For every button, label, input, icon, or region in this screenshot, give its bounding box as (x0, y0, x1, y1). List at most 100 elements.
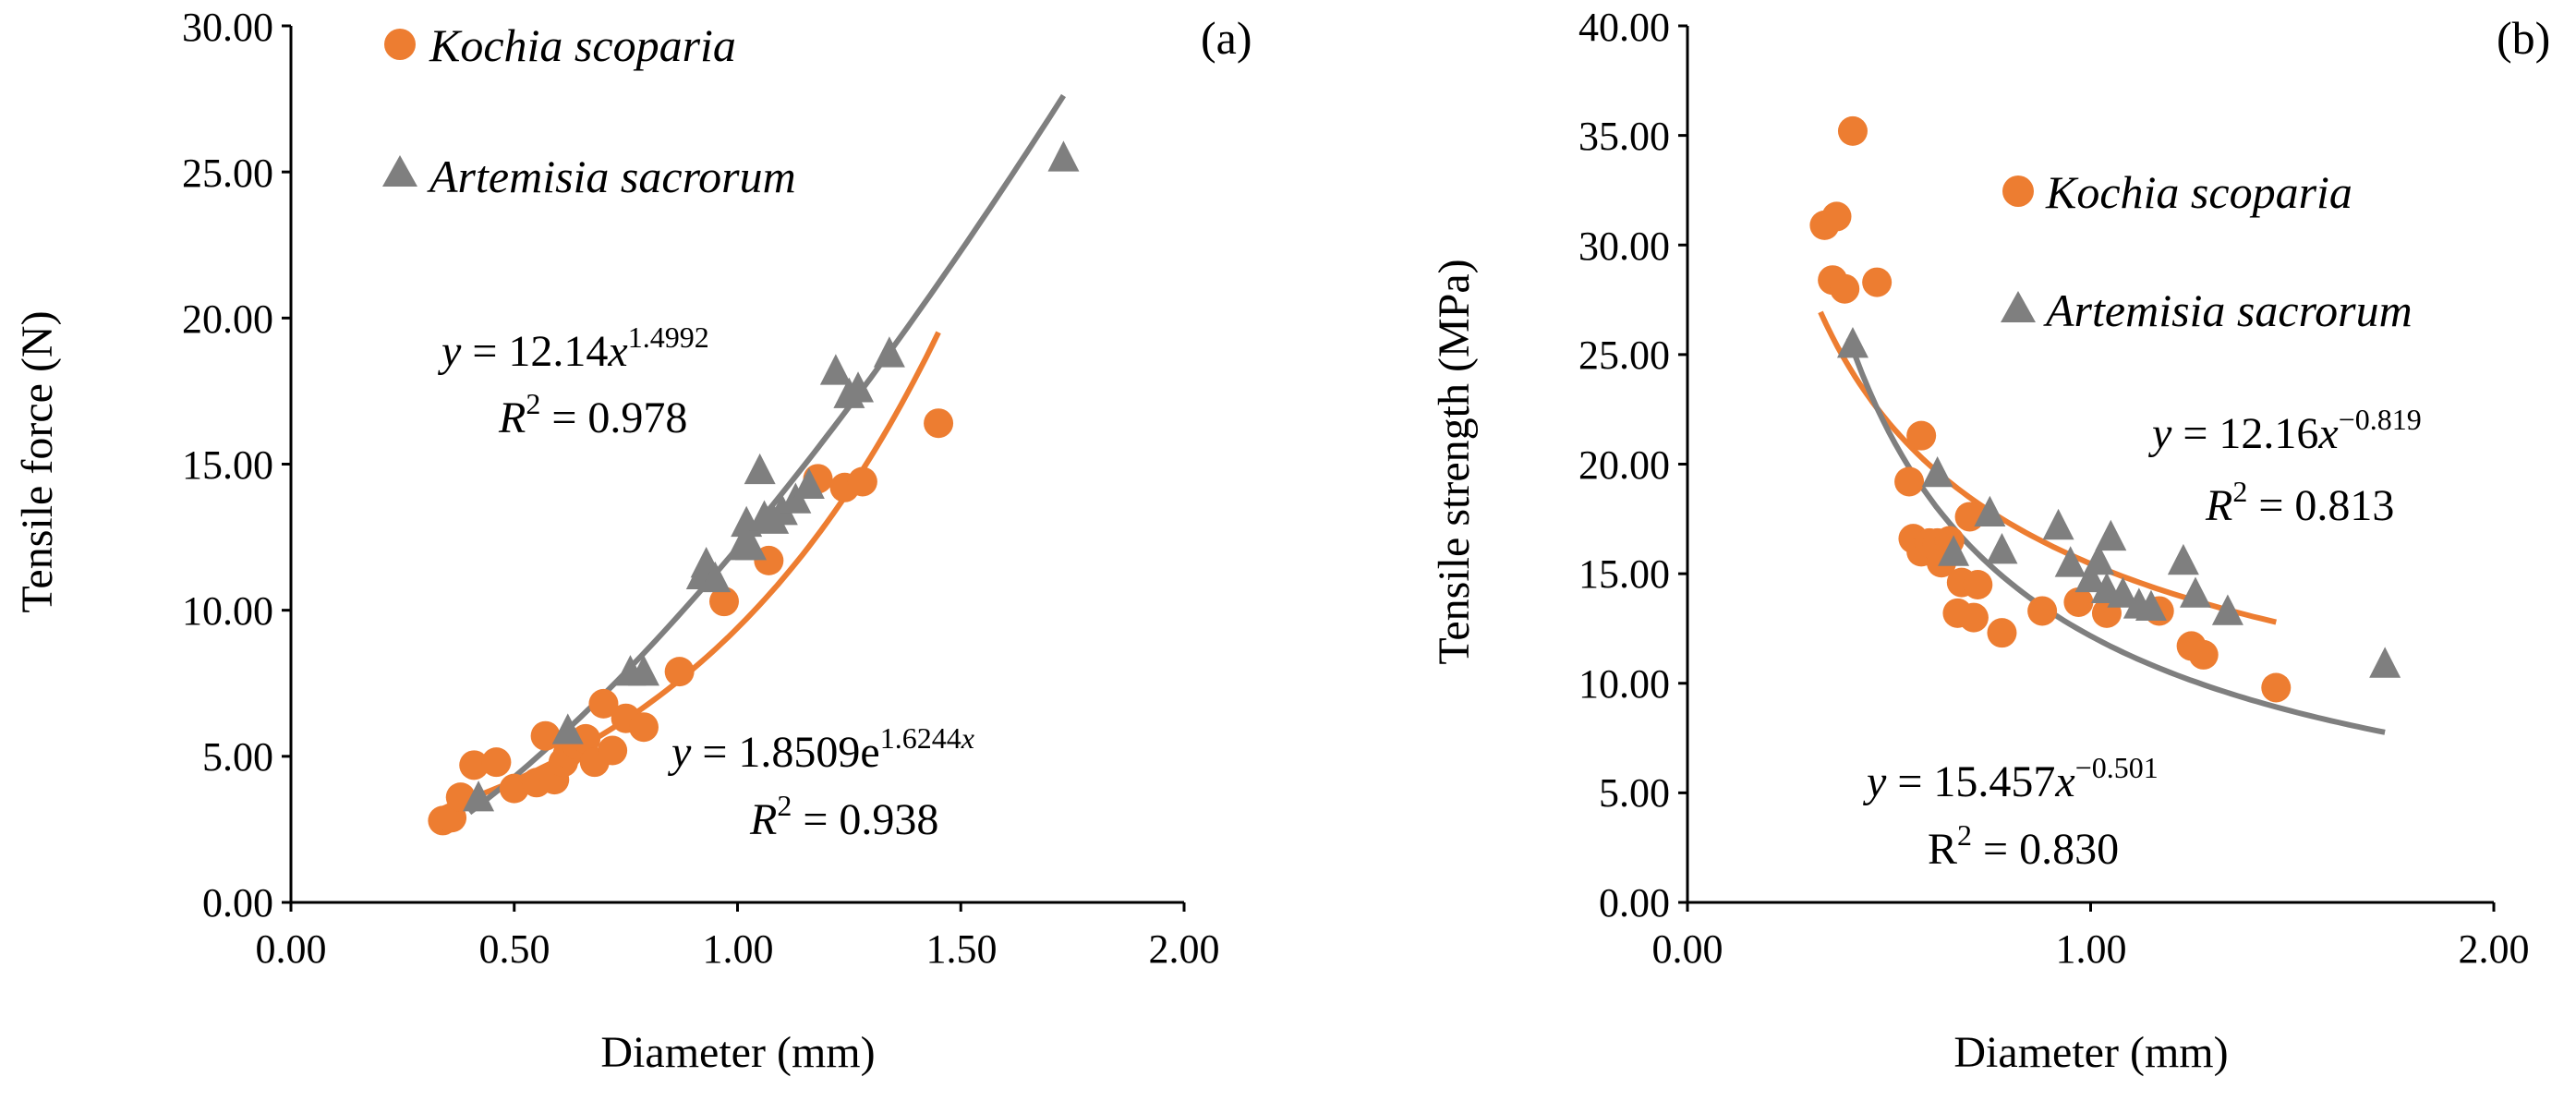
panel-b-x-tick-label: 2.00 (2459, 926, 2530, 972)
panel-b-y-axis-title: Tensile strength (MPa) (1430, 259, 1479, 664)
data-point-artemisia (2042, 508, 2074, 540)
eq-x-var: x (2317, 409, 2338, 458)
data-point-kochia (1906, 420, 1937, 451)
trendline-artemisia (1845, 336, 2386, 735)
data-point-kochia (924, 408, 954, 439)
panel-a-equation-artemisia: y = 12.14x1.4992 (437, 321, 709, 376)
r2-superscript: 2 (526, 387, 540, 420)
data-point-artemisia (1047, 140, 1080, 172)
data-point-kochia (598, 735, 628, 766)
data-point-artemisia (1836, 327, 1869, 358)
panel-a-legend: Kochia scoparia Artemisia sacrorum (382, 19, 796, 202)
panel-a-equation-kochia: y = 1.8509e1.6244x (667, 721, 974, 777)
data-point-kochia (1862, 267, 1893, 297)
eq-y-var: y (437, 327, 462, 376)
data-point-artemisia (735, 529, 768, 561)
legend-kochia-label: Kochia scoparia (2045, 166, 2352, 218)
panel-b-y-tick-label: 5.00 (1599, 770, 1670, 816)
panel-b-equation-kochia: y = 15.457x−0.501 (1862, 751, 2159, 806)
panel-b-y-tick-label: 0.00 (1599, 880, 1670, 926)
data-point-artemisia (2074, 561, 2107, 593)
panel-a-x-tick-label: 1.00 (703, 926, 774, 972)
data-point-kochia (1963, 569, 1993, 599)
r2-superscript: 2 (777, 789, 792, 822)
data-point-artemisia (551, 713, 584, 744)
data-point-kochia (1821, 201, 1852, 232)
data-point-artemisia (2167, 543, 2199, 575)
panel-b-r2-kochia: R2 = 0.830 (1928, 818, 2119, 874)
data-point-kochia (2063, 587, 2094, 617)
panel-a-y-tick-label: 10.00 (182, 588, 273, 634)
r2-value: = 0.813 (2247, 481, 2394, 530)
legend-kochia-label: Kochia scoparia (429, 19, 736, 71)
data-point-kochia (499, 773, 529, 804)
r2-label: R (749, 795, 777, 844)
data-point-artemisia (1974, 495, 2006, 526)
chart-panel-b: 0.00 5.00 10.00 15.00 20.00 25.00 30.00 … (1430, 5, 2550, 1077)
data-point-artemisia (744, 453, 776, 485)
chart-panel-a: 0.00 5.00 10.00 15.00 20.00 25.00 30.00 … (13, 5, 1252, 1077)
panel-a-x-tick-label: 2.00 (1149, 926, 1220, 972)
eq-y-var: y (1862, 757, 1887, 806)
data-point-artemisia (463, 780, 495, 812)
eq-coefficient: = 12.14 (461, 327, 608, 376)
data-point-artemisia (2054, 546, 2086, 577)
panel-a-x-tick-labels: 0.00 0.50 1.00 1.50 2.00 (256, 926, 1220, 972)
data-point-kochia (1837, 115, 1868, 146)
r2-value: = 0.938 (792, 795, 938, 844)
data-point-kochia (481, 747, 512, 778)
data-point-artemisia (2211, 594, 2243, 625)
data-point-kochia (2027, 596, 2058, 626)
data-point-artemisia (627, 655, 659, 686)
eq-coefficient: = 12.16 (2171, 409, 2318, 458)
data-point-artemisia (1921, 455, 1953, 488)
panel-a-label: (a) (1201, 12, 1252, 64)
eq-y-var: y (2147, 409, 2172, 458)
data-point-kochia (1958, 602, 1989, 633)
r2-label: R (1928, 825, 1957, 874)
eq-exponent: −0.501 (2075, 751, 2159, 784)
panel-a-tick-marks (282, 24, 1186, 912)
data-point-artemisia (842, 371, 875, 403)
panel-b-legend: Kochia scoparia Artemisia sacrorum (2001, 166, 2413, 336)
data-point-kochia (571, 723, 601, 754)
panel-b-y-tick-label: 40.00 (1578, 5, 1670, 50)
data-point-artemisia (1938, 535, 1970, 566)
r2-value: = 0.978 (540, 393, 687, 442)
panel-a-y-axis-title: Tensile force (N) (13, 310, 62, 612)
data-point-artemisia (873, 336, 905, 368)
r2-label: R (2205, 481, 2232, 530)
panel-b-label: (b) (2497, 12, 2550, 64)
legend-kochia-marker (384, 29, 416, 60)
r2-superscript: 2 (2232, 475, 2247, 508)
data-point-artemisia (2179, 576, 2211, 608)
data-point-artemisia (819, 354, 852, 385)
legend-kochia-marker (2002, 175, 2034, 207)
data-point-kochia (459, 750, 490, 780)
data-point-kochia (847, 466, 877, 497)
eq-exp-var: x (961, 721, 974, 755)
panel-a-y-tick-label: 5.00 (202, 734, 273, 780)
legend-artemisia-label: Artemisia sacrorum (2043, 284, 2413, 336)
data-point-kochia (2261, 672, 2292, 703)
legend-artemisia-label: Artemisia sacrorum (427, 151, 796, 202)
panel-b-r2-artemisia: R2 = 0.813 (2205, 475, 2394, 530)
panel-b-tick-marks (1678, 24, 2496, 912)
panel-a-y-tick-label: 25.00 (182, 151, 273, 196)
data-point-artemisia (699, 561, 732, 593)
data-point-kochia (588, 688, 619, 719)
data-point-artemisia (2369, 647, 2401, 678)
panel-b-equation-artemisia: y = 12.16x−0.819 (2147, 403, 2422, 458)
data-point-kochia (708, 587, 739, 617)
data-point-kochia (2188, 639, 2219, 670)
panel-b-y-tick-label: 35.00 (1578, 114, 1670, 159)
eq-x-var: x (607, 327, 627, 376)
data-point-artemisia (1986, 533, 2018, 564)
panel-a-x-tick-label: 1.50 (926, 926, 998, 972)
eq-coefficient: = 15.457 (1886, 757, 2055, 806)
eq-x-var: x (2054, 757, 2074, 806)
panel-b-y-tick-label: 10.00 (1578, 661, 1670, 707)
data-point-artemisia (2107, 576, 2139, 608)
